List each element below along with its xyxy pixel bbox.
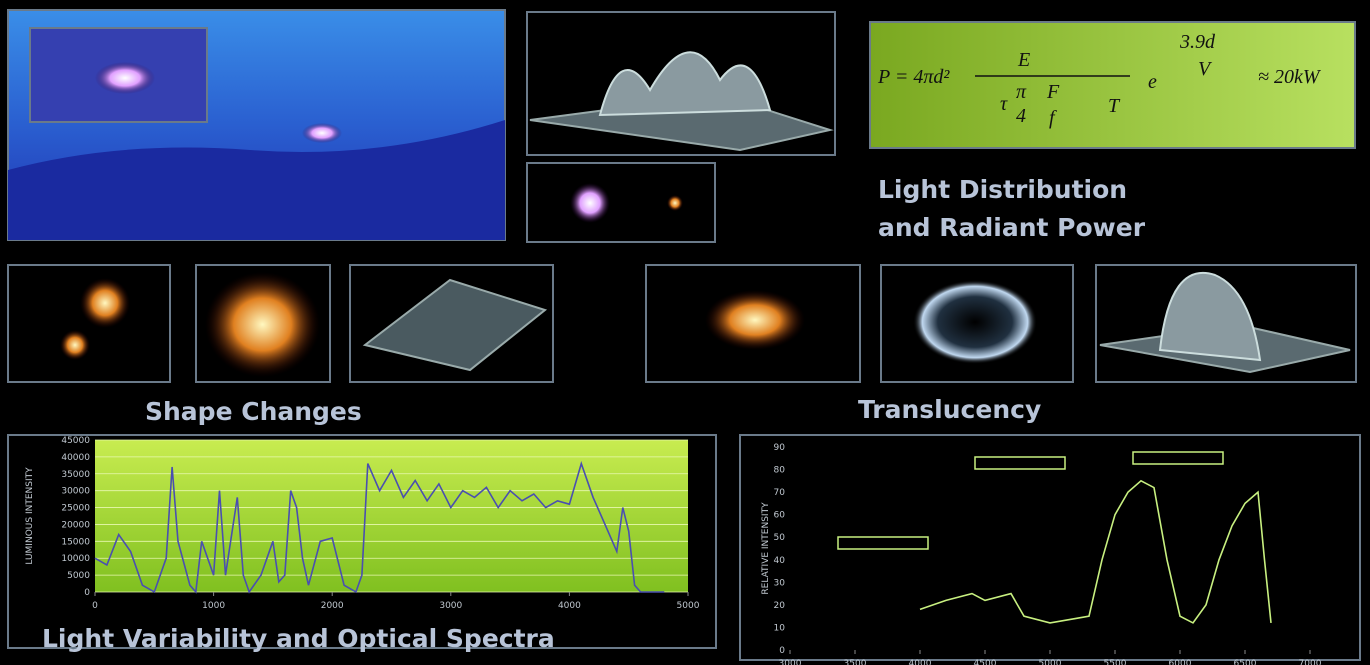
y-tick-label: 70 — [774, 488, 786, 498]
y-tick-label: 0 — [84, 588, 90, 598]
y-tick-label: 60 — [774, 511, 786, 521]
y-tick-label: 0 — [779, 646, 785, 656]
formula-f: f — [1049, 107, 1057, 129]
x-tick-label: 6000 — [1169, 659, 1192, 665]
x-tick-label: 5500 — [1104, 659, 1127, 665]
y-axis-label: LUMINOUS INTENSITY — [25, 467, 35, 565]
heading: Light Variability and Optical Spectra — [42, 624, 555, 653]
formula-pi: π — [1016, 81, 1027, 103]
y-tick-label: 5000 — [67, 571, 90, 581]
x-tick-label: 0 — [92, 601, 98, 611]
y-tick-label: 80 — [774, 466, 786, 476]
x-tick-label: 4000 — [558, 601, 581, 611]
y-tick-label: 25000 — [61, 504, 90, 514]
x-tick-label: 7000 — [1299, 659, 1322, 665]
formula-e: e — [1148, 71, 1157, 93]
images — [7, 9, 1361, 661]
y-tick-label: 45000 — [61, 436, 90, 446]
x-tick-label: 4500 — [974, 659, 997, 665]
formula-T: T — [1108, 95, 1121, 117]
y-tick-label: 40000 — [61, 453, 90, 463]
x-tick-label: 6500 — [1234, 659, 1257, 665]
formula: P = 4πd² E τ π 4 F f T e 3.9d V ≈ 20kW — [877, 31, 1322, 129]
y-tick-label: 20 — [774, 601, 786, 611]
heading: Light Distribution — [878, 175, 1127, 204]
data-line — [919, 479, 1272, 624]
y-axis-label: RELATIVE INTENSITY — [761, 502, 771, 595]
y-tick-label: 20000 — [61, 520, 90, 530]
formula-numerator: E — [1017, 49, 1030, 71]
y-tick-label: 35000 — [61, 470, 90, 480]
formula-lhs: P = 4πd² — [877, 66, 950, 88]
formula-tau: τ — [1000, 93, 1008, 115]
formula-exp-den: V — [1198, 58, 1213, 80]
y-tick-label: 50 — [774, 533, 786, 543]
heading: and Radiant Power — [878, 213, 1146, 242]
x-tick-label: 3000 — [439, 601, 462, 611]
formula-exp-num: 3.9d — [1179, 31, 1216, 53]
y-tick-label: 30000 — [61, 487, 90, 497]
x-tick-label: 5000 — [677, 601, 700, 611]
y-tick-label: 30 — [774, 578, 786, 588]
y-tick-label: 40 — [774, 556, 786, 566]
x-tick-label: 1000 — [202, 601, 225, 611]
x-tick-label: 2000 — [321, 601, 344, 611]
x-tick-label: 4000 — [909, 659, 932, 665]
formula-F: F — [1046, 81, 1060, 103]
x-tick-label: 5000 — [1039, 659, 1062, 665]
heading: Translucency — [858, 395, 1041, 424]
x-tick-label: 3000 — [779, 659, 802, 665]
x-tick-label: 3500 — [844, 659, 867, 665]
formula-result: ≈ 20kW — [1258, 66, 1322, 88]
y-tick-label: 10 — [774, 623, 786, 633]
y-tick-label: 90 — [774, 443, 786, 453]
formula-four: 4 — [1016, 105, 1026, 127]
y-tick-label: 10000 — [61, 554, 90, 564]
data-line — [94, 460, 665, 594]
heading: Shape Changes — [145, 397, 362, 426]
y-tick-label: 15000 — [61, 537, 90, 547]
